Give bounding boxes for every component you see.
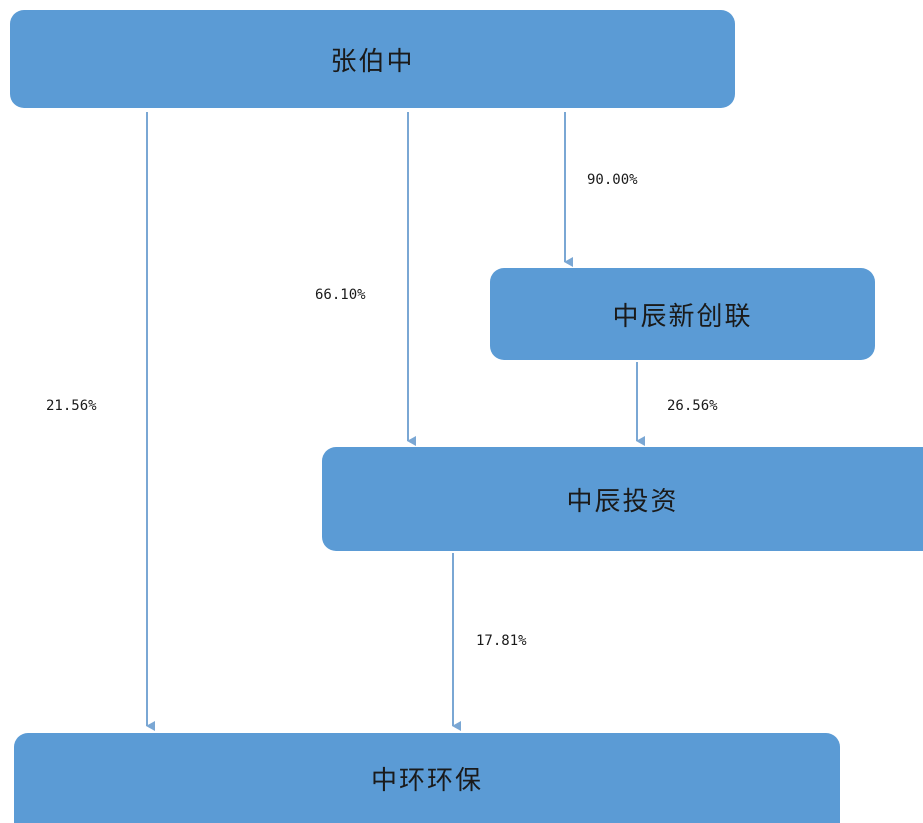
edge-label-zhang-huanbao: 21.56% (46, 398, 97, 414)
node-zhonghuan-huanbao: 中环环保 (14, 733, 840, 823)
node-label: 张伯中 (330, 46, 415, 77)
edge-label-zhang-xinchuanglian: 90.00% (587, 172, 638, 188)
node-zhongchen-investment: 中辰投资 (322, 447, 923, 551)
edge-label-investment-huanbao: 17.81% (476, 633, 527, 649)
node-zhang-bozhong: 张伯中 (10, 10, 735, 108)
node-label: 中辰投资 (566, 486, 679, 517)
edge-label-xinchuanglian-investment: 26.56% (667, 398, 718, 414)
node-label: 中环环保 (370, 765, 483, 796)
edge-label-zhang-investment: 66.10% (315, 287, 366, 303)
node-zhongchen-xinchuanglian: 中辰新创联 (490, 268, 875, 360)
node-label: 中辰新创联 (612, 301, 753, 332)
